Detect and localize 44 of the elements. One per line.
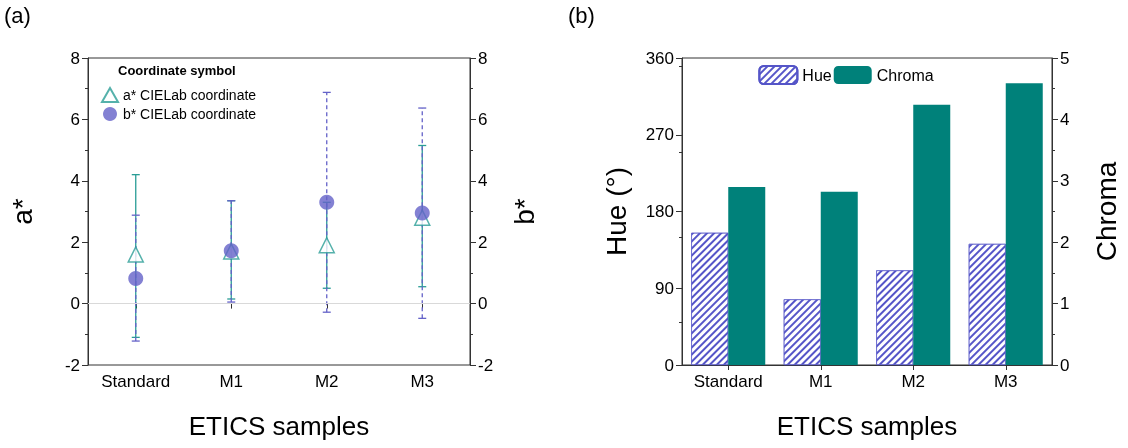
- y-tick-label: -2: [64, 355, 80, 375]
- y2-tick-label: -2: [478, 355, 494, 375]
- y-tick-label: 360: [645, 48, 674, 68]
- y2-tick-label: 4: [1060, 109, 1070, 129]
- y2-axis-title: b*: [508, 198, 540, 225]
- y2-tick-label: 0: [478, 294, 488, 314]
- x-axis-title: ETICS samples: [188, 411, 370, 441]
- y2-tick-label: 2: [478, 232, 488, 252]
- x-tick-label: Standard: [101, 372, 171, 391]
- y2-tick-label: 0: [1060, 355, 1070, 375]
- x-tick-label: M2: [314, 372, 339, 391]
- y2-tick-label: 5: [1060, 48, 1070, 68]
- y2-tick-label: 2: [1060, 232, 1070, 252]
- legend-label: Chroma: [876, 66, 934, 84]
- y-axis-title: Hue (°): [600, 167, 632, 256]
- y-tick-label: 4: [70, 171, 80, 191]
- x-tick-label: M3: [993, 372, 1018, 391]
- y-tick-label: 270: [645, 125, 674, 145]
- y2-tick-label: 1: [1060, 294, 1070, 314]
- legend-label: Hue: [802, 66, 832, 84]
- y-tick-label: 0: [664, 355, 674, 375]
- text: (b): [568, 2, 595, 28]
- y2-tick-label: 8: [478, 48, 488, 68]
- legend-label: b* CIELab coordinate: [123, 106, 257, 122]
- y-tick-label: 180: [645, 202, 674, 221]
- y-tick-label: 8: [70, 48, 80, 68]
- x-tick-label: M3: [410, 372, 435, 391]
- y-tick-label: 0: [70, 294, 80, 314]
- legend-label: a* CIELab coordinate: [123, 87, 257, 103]
- y2-tick-label: 6: [478, 109, 488, 129]
- x-tick-label: Standard: [693, 372, 763, 391]
- x-axis-title: ETICS samples: [776, 411, 958, 441]
- y-tick-label: 6: [70, 109, 80, 129]
- y2-axis-title: Chroma: [1090, 161, 1122, 262]
- y2-tick-label: 3: [1060, 171, 1070, 191]
- x-tick-label: M1: [808, 372, 833, 391]
- x-tick-label: M2: [901, 372, 926, 391]
- legend-title: Coordinate symbol: [118, 63, 236, 78]
- y-tick-label: 90: [655, 278, 674, 298]
- y-tick-label: 2: [70, 232, 80, 252]
- text: (a): [4, 2, 31, 28]
- x-tick-label: M1: [219, 372, 244, 391]
- y-axis-title: a*: [6, 198, 38, 225]
- y2-tick-label: 4: [478, 171, 488, 191]
